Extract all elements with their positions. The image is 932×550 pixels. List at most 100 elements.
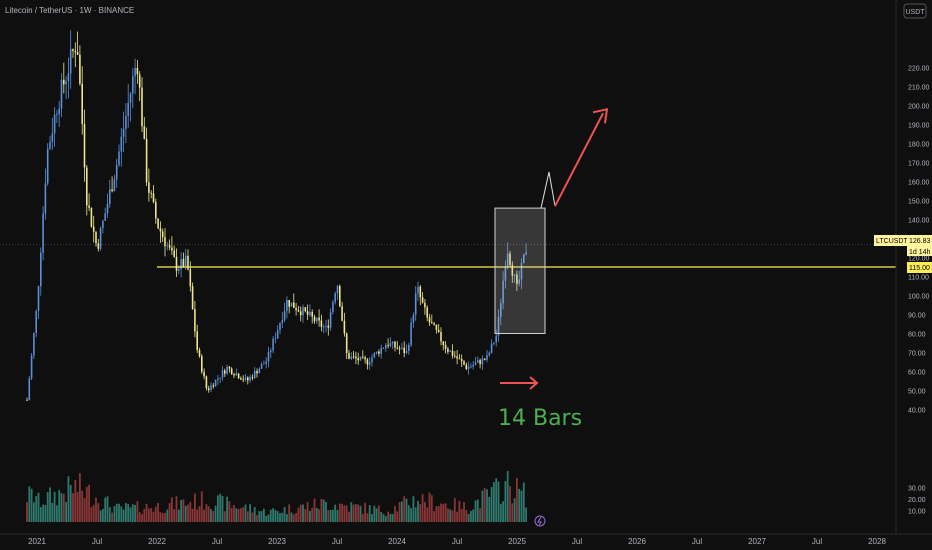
candle-body (398, 348, 401, 350)
candle-body (157, 218, 159, 229)
candle-body (125, 116, 127, 129)
volume-bar (175, 496, 178, 522)
candle-body (339, 286, 341, 307)
volume-bar (240, 508, 242, 522)
volume-bar (456, 511, 458, 522)
candle-body (97, 243, 100, 249)
candle-body (106, 203, 109, 214)
consolidation-box[interactable] (494, 207, 546, 335)
candle-body (435, 324, 438, 330)
volume-bar (258, 511, 261, 522)
currency-button-label[interactable]: USDT (905, 9, 925, 16)
volume-bar (246, 511, 249, 522)
volume-bar (251, 512, 254, 522)
candle-body (53, 114, 56, 134)
candle-body (389, 343, 392, 346)
volume-bar (56, 505, 58, 522)
volume-bar (177, 509, 180, 522)
candle-body (391, 341, 394, 344)
volume-bar (267, 514, 270, 522)
volume-bar (120, 506, 123, 522)
volume-bar (338, 503, 341, 522)
candle-body (164, 237, 166, 247)
candle-body (341, 306, 343, 321)
volume-bar (518, 488, 521, 522)
volume-bar (401, 501, 403, 522)
candle-body (26, 400, 28, 401)
volume-bar (187, 504, 189, 522)
volume-bar (279, 513, 281, 522)
volume-bar (371, 514, 373, 522)
volume-bar (200, 491, 203, 522)
price-tick-label: 190.00 (908, 123, 930, 130)
candle-body (267, 352, 270, 362)
volume-bar (343, 505, 346, 522)
volume-bar (430, 495, 433, 522)
candle-body (396, 347, 399, 349)
volume-bar (488, 496, 491, 522)
candle-body (454, 355, 456, 357)
volume-bar (286, 514, 288, 522)
price-badge (907, 235, 932, 246)
price-tick-label: 160.00 (908, 180, 930, 187)
candle-body (304, 307, 307, 312)
candle-body (92, 226, 95, 232)
currency-button[interactable] (903, 3, 927, 19)
candle-body (320, 320, 323, 327)
volume-bar (419, 504, 422, 522)
volume-bar (502, 501, 504, 522)
volume-bar (309, 510, 311, 522)
candle-body (272, 338, 274, 351)
candle-body (58, 108, 60, 115)
volume-bar (166, 509, 169, 522)
volume-bar (269, 509, 272, 522)
volume-bar (122, 509, 125, 522)
volume-bar (509, 486, 511, 522)
candle-body (150, 192, 152, 194)
volume-bar (322, 499, 325, 522)
candle-body (479, 360, 481, 365)
volume-bar (97, 503, 100, 522)
candle-body (145, 138, 148, 183)
time-tick-label: 2021 (28, 537, 46, 546)
candle-body (46, 148, 49, 184)
volume-bar (444, 503, 447, 522)
volume-bar (223, 511, 226, 522)
volume-bar (447, 508, 449, 522)
candle-body (171, 247, 173, 251)
lightning-icon[interactable] (534, 515, 546, 527)
volume-bar (44, 504, 47, 522)
volume-bar (511, 503, 514, 522)
candle-body (408, 344, 410, 351)
volume-bar (495, 478, 498, 522)
volume-bar (244, 504, 247, 522)
candle-body (490, 343, 493, 353)
volume-bar (334, 504, 337, 522)
time-axis[interactable]: 2021 Jul 2022 Jul 2023 Jul 2024 Jul 2025 Jul 2026 J… (28, 537, 886, 546)
candle-body (513, 274, 516, 276)
volume-bar (113, 506, 116, 522)
volume-bar (428, 492, 431, 522)
candle-body (263, 363, 265, 365)
candle-body (198, 349, 201, 357)
candle-body (470, 366, 472, 368)
volume-bar (375, 508, 378, 522)
candle-body (244, 377, 247, 380)
candle-body (33, 333, 35, 356)
volume-bar (382, 514, 385, 522)
volume-bar (90, 507, 93, 522)
volume-bar (288, 504, 291, 522)
time-tick-label: 2026 (628, 537, 646, 546)
volume-bar (516, 477, 518, 522)
candle-body (293, 302, 295, 308)
candle-body (83, 123, 86, 168)
candle-body (233, 374, 235, 376)
candle-body (175, 256, 178, 271)
candle-body (28, 378, 31, 401)
volume-bar (145, 503, 148, 522)
volume-bar (53, 491, 56, 522)
volume-bar (421, 494, 424, 522)
volume-bar (403, 496, 406, 522)
candle-body (417, 286, 419, 294)
